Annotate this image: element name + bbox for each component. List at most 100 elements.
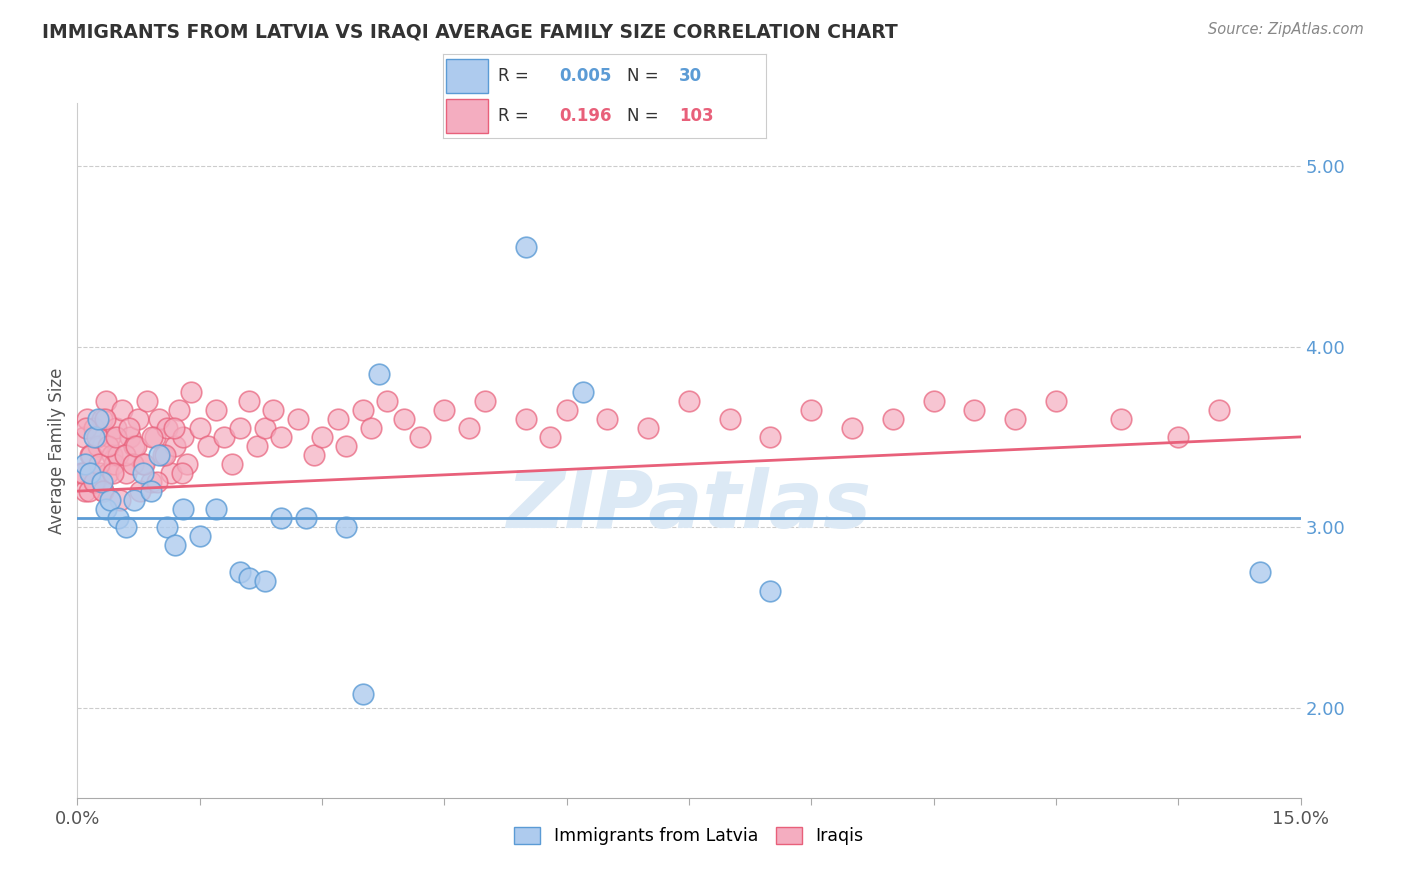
Point xyxy=(139,484,162,499)
Point xyxy=(759,583,782,598)
Point xyxy=(368,367,391,381)
Point xyxy=(515,412,537,426)
Text: Source: ZipAtlas.com: Source: ZipAtlas.com xyxy=(1208,22,1364,37)
Point xyxy=(180,384,202,399)
Point xyxy=(96,439,118,453)
Point xyxy=(596,412,619,426)
Point xyxy=(352,686,374,700)
Point xyxy=(555,402,578,417)
Text: N =: N = xyxy=(627,107,664,125)
Point xyxy=(87,412,110,426)
Point xyxy=(360,421,382,435)
Point xyxy=(91,484,114,499)
Point xyxy=(1208,402,1230,417)
Point xyxy=(270,430,292,444)
Point xyxy=(120,430,142,444)
Point xyxy=(90,475,112,489)
Text: 0.196: 0.196 xyxy=(560,107,612,125)
Point xyxy=(188,529,211,543)
Text: R =: R = xyxy=(498,67,534,85)
Point xyxy=(457,421,479,435)
Point xyxy=(107,448,129,462)
Point xyxy=(474,393,496,408)
Point xyxy=(89,466,111,480)
Point xyxy=(1109,412,1132,426)
Point xyxy=(75,457,97,471)
Point xyxy=(205,402,228,417)
Point xyxy=(335,439,357,453)
Point xyxy=(111,402,134,417)
Text: ZIPatlas: ZIPatlas xyxy=(506,467,872,545)
Point xyxy=(121,457,143,471)
Point xyxy=(759,430,782,444)
Point xyxy=(103,457,125,471)
Point xyxy=(80,466,103,480)
Point xyxy=(80,448,103,462)
Point xyxy=(103,466,125,480)
Point xyxy=(97,466,120,480)
Text: IMMIGRANTS FROM LATVIA VS IRAQI AVERAGE FAMILY SIZE CORRELATION CHART: IMMIGRANTS FROM LATVIA VS IRAQI AVERAGE … xyxy=(42,22,898,41)
Text: 0.005: 0.005 xyxy=(560,67,612,85)
Point xyxy=(1045,393,1067,408)
Point xyxy=(176,457,198,471)
Point xyxy=(79,466,101,480)
Point xyxy=(678,393,700,408)
Y-axis label: Average Family Size: Average Family Size xyxy=(48,368,66,533)
Point xyxy=(433,402,456,417)
Point xyxy=(162,421,184,435)
Point xyxy=(124,439,146,453)
Point xyxy=(1167,430,1189,444)
Point xyxy=(135,393,157,408)
Point xyxy=(104,430,127,444)
Point xyxy=(165,538,187,552)
Point xyxy=(124,493,146,508)
Point xyxy=(538,430,561,444)
Point xyxy=(79,448,101,462)
Point xyxy=(152,448,174,462)
Point xyxy=(148,448,170,462)
Point xyxy=(108,493,131,508)
Point xyxy=(302,448,325,462)
Point xyxy=(165,439,187,453)
Point xyxy=(221,457,243,471)
Text: 103: 103 xyxy=(679,107,714,125)
Point xyxy=(75,484,97,499)
Point xyxy=(188,421,211,435)
Point xyxy=(212,430,235,444)
Point xyxy=(841,421,863,435)
Point xyxy=(76,412,98,426)
Point xyxy=(637,421,659,435)
Point xyxy=(148,412,170,426)
Point xyxy=(94,412,117,426)
Point xyxy=(197,439,219,453)
Text: R =: R = xyxy=(498,107,534,125)
Point xyxy=(515,240,537,254)
Point xyxy=(335,520,357,534)
Point xyxy=(311,430,333,444)
Point xyxy=(105,421,128,435)
Point xyxy=(89,457,111,471)
Point xyxy=(246,439,269,453)
Point xyxy=(922,393,945,408)
Point xyxy=(125,439,148,453)
Point xyxy=(98,430,121,444)
Point xyxy=(75,421,97,435)
Point xyxy=(72,466,94,480)
Point xyxy=(86,430,108,444)
Point xyxy=(100,448,122,462)
Point xyxy=(409,430,432,444)
Point xyxy=(129,484,152,499)
Point xyxy=(1249,566,1271,580)
Point xyxy=(90,412,112,426)
Point xyxy=(963,402,986,417)
Point xyxy=(718,412,741,426)
Point xyxy=(229,421,252,435)
Point xyxy=(77,484,100,499)
Point xyxy=(238,571,260,585)
Point xyxy=(375,393,398,408)
Point xyxy=(170,466,193,480)
Point xyxy=(155,448,177,462)
Point xyxy=(107,511,129,525)
Point xyxy=(83,430,105,444)
Point xyxy=(94,502,117,516)
